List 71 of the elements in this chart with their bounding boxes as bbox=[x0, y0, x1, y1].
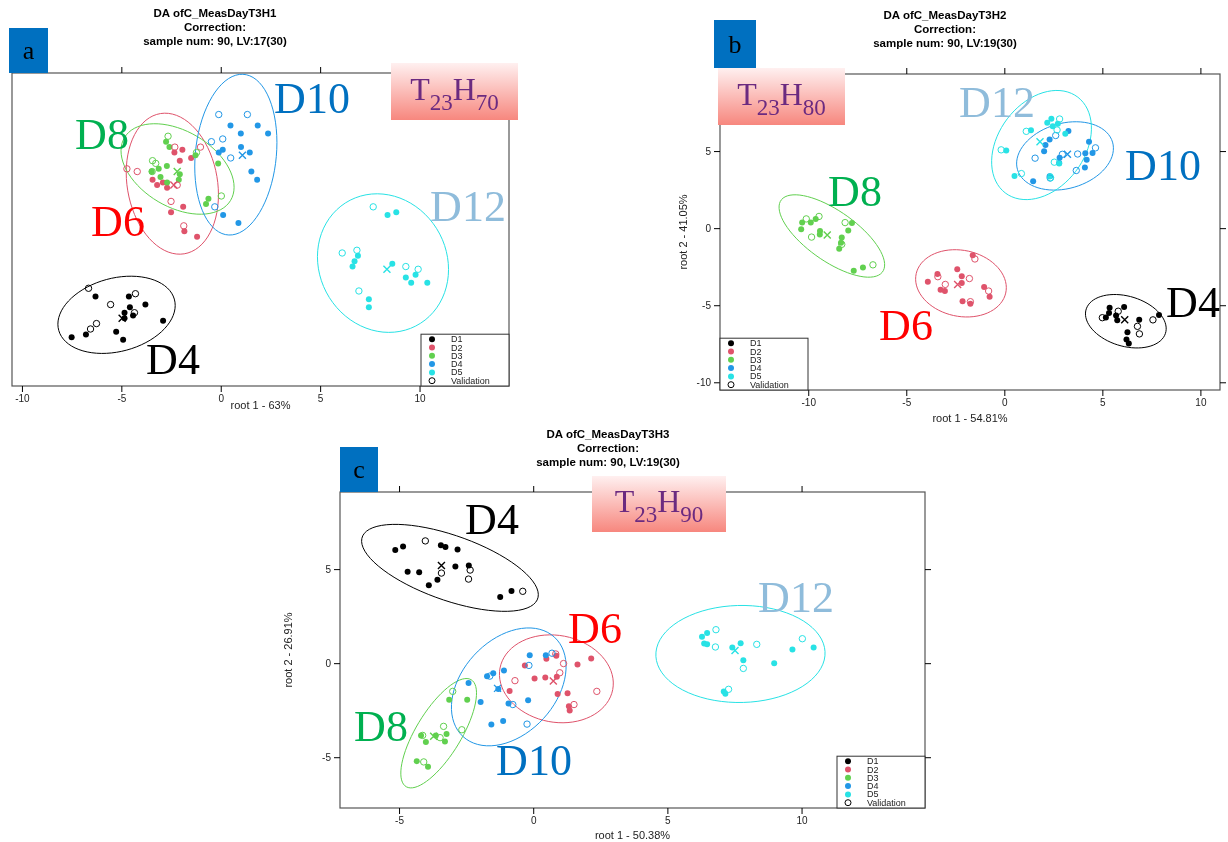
y-tick-label: 0 bbox=[325, 657, 332, 669]
legend-label: Validation bbox=[451, 375, 490, 386]
annotation: D12 bbox=[758, 572, 834, 622]
annotation: D6 bbox=[568, 603, 622, 653]
x-axis-title: root 1 - 63% bbox=[230, 399, 291, 411]
x-tick-label: 5 bbox=[1100, 397, 1107, 409]
x-tick-label: -5 bbox=[395, 815, 405, 827]
x-tick-label: -5 bbox=[117, 393, 127, 405]
legend-label: Validation bbox=[867, 797, 906, 808]
annotation: T$_{23}$H$_{80}$ bbox=[737, 75, 826, 120]
chart-subtitle: Correction: sample num: 90, LV:19(30) bbox=[536, 442, 680, 468]
x-tick-label: -10 bbox=[15, 393, 31, 405]
chart-subtitle: Correction: sample num: 90, LV:19(30) bbox=[873, 23, 1017, 49]
annotation: T$_{23}$H$_{70}$ bbox=[410, 70, 499, 115]
text: b bbox=[728, 29, 742, 59]
x-tick-label: 10 bbox=[414, 393, 427, 405]
x-tick-label: 10 bbox=[1195, 397, 1207, 409]
legend-label: Validation bbox=[750, 379, 789, 390]
chart-title: DA ofC_MeasDayT3H3 bbox=[546, 428, 670, 440]
y-tick-label: 0 bbox=[705, 222, 712, 234]
y-tick-label: 5 bbox=[705, 145, 712, 157]
text: a bbox=[22, 36, 35, 65]
legend-label: D3 bbox=[867, 772, 879, 783]
legend-label: D4 bbox=[451, 359, 463, 370]
annotation: D4 bbox=[465, 494, 519, 544]
x-tick-label: 0 bbox=[218, 393, 225, 405]
text: c bbox=[353, 455, 365, 484]
x-tick-label: -10 bbox=[801, 397, 817, 409]
legend-label: D2 bbox=[867, 764, 879, 775]
annotation: D10 bbox=[496, 735, 572, 785]
x-axis-title: root 1 - 54.81% bbox=[932, 412, 1008, 424]
annotation: T$_{23}$H$_{90}$ bbox=[614, 483, 704, 527]
x-axis-title: root 1 - 50.38% bbox=[594, 829, 671, 841]
annotation: D12 bbox=[959, 77, 1035, 127]
chart-title: DA ofC_MeasDayT3H1 bbox=[153, 7, 278, 19]
y-tick-label: -5 bbox=[322, 751, 332, 763]
x-tick-label: 5 bbox=[665, 815, 672, 827]
chart-subtitle: Correction: sample num: 90, LV:17(30) bbox=[143, 21, 287, 47]
legend-label: D4 bbox=[867, 781, 879, 792]
annotation: D6 bbox=[91, 196, 145, 246]
y-axis-title: root 2 - 41.05% bbox=[677, 194, 689, 270]
legend-label: D5 bbox=[867, 789, 879, 800]
legend-label: D3 bbox=[451, 350, 463, 361]
annotation: D10 bbox=[274, 73, 350, 123]
y-tick-label: 5 bbox=[325, 563, 332, 575]
x-tick-label: 5 bbox=[317, 393, 324, 405]
x-tick-label: -5 bbox=[902, 397, 912, 409]
legend-label: D1 bbox=[451, 334, 463, 345]
y-tick-label: -10 bbox=[696, 376, 712, 388]
annotation: D4 bbox=[1166, 277, 1220, 327]
x-tick-label: 0 bbox=[1002, 397, 1009, 409]
annotation: D4 bbox=[146, 334, 200, 384]
annotation: D12 bbox=[430, 181, 506, 231]
x-tick-label: 0 bbox=[530, 815, 537, 827]
annotation: D8 bbox=[828, 166, 882, 216]
annotation: D6 bbox=[879, 300, 933, 350]
annotation: D8 bbox=[354, 701, 408, 751]
annotation: D10 bbox=[1125, 140, 1201, 190]
chart-title: DA ofC_MeasDayT3H2 bbox=[883, 9, 1007, 21]
y-axis-title: root 2 - 26.91% bbox=[282, 612, 294, 688]
legend-label: D3 bbox=[750, 354, 762, 365]
legend-label: D4 bbox=[750, 363, 762, 374]
annotation: D8 bbox=[75, 109, 129, 159]
legend-label: D2 bbox=[750, 346, 762, 357]
y-tick-label: -5 bbox=[702, 299, 712, 311]
legend-label: D1 bbox=[867, 756, 879, 767]
x-tick-label: 10 bbox=[796, 815, 809, 827]
legend-label: D5 bbox=[451, 367, 463, 378]
legend-label: D2 bbox=[451, 342, 463, 353]
legend-label: D1 bbox=[750, 338, 762, 349]
legend-label: D5 bbox=[750, 371, 762, 382]
